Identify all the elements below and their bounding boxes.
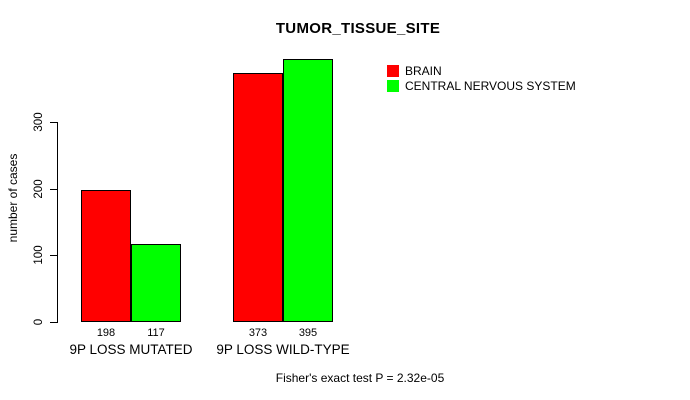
annotation-text: Fisher's exact test P = 2.32e-05 [275, 371, 445, 385]
legend: BRAIN CENTRAL NERVOUS SYSTEM [387, 64, 576, 94]
legend-item: CENTRAL NERVOUS SYSTEM [387, 79, 576, 93]
legend-label: CENTRAL NERVOUS SYSTEM [405, 79, 576, 93]
y-tick [50, 122, 57, 123]
y-tick-label: 300 [33, 112, 45, 132]
legend-swatch-central-nervous-system [387, 80, 399, 92]
y-tick [50, 255, 57, 257]
y-tick [50, 188, 57, 190]
y-axis-line [57, 122, 58, 323]
bar-value-label: 117 [147, 327, 165, 339]
category-label: 9P LOSS MUTATED [69, 342, 193, 357]
bar-value-label: 198 [96, 327, 116, 339]
bar [81, 190, 131, 322]
y-tick-label: 0 [33, 318, 45, 326]
legend-item: BRAIN [387, 64, 576, 78]
bar [283, 59, 333, 322]
bar [233, 73, 283, 322]
bar-value-label: 373 [248, 327, 268, 339]
y-tick [50, 322, 57, 323]
y-tick-label: 200 [33, 179, 45, 199]
legend-swatch-brain [387, 65, 399, 77]
y-tick-label: 100 [33, 245, 45, 265]
bar [131, 244, 181, 322]
category-label: 9P LOSS WILD-TYPE [216, 342, 350, 357]
legend-label: BRAIN [405, 64, 442, 78]
bar-value-label: 395 [298, 327, 318, 339]
chart-title: TUMOR_TISSUE_SITE [275, 20, 441, 37]
y-axis-label: number of cases [6, 153, 20, 243]
